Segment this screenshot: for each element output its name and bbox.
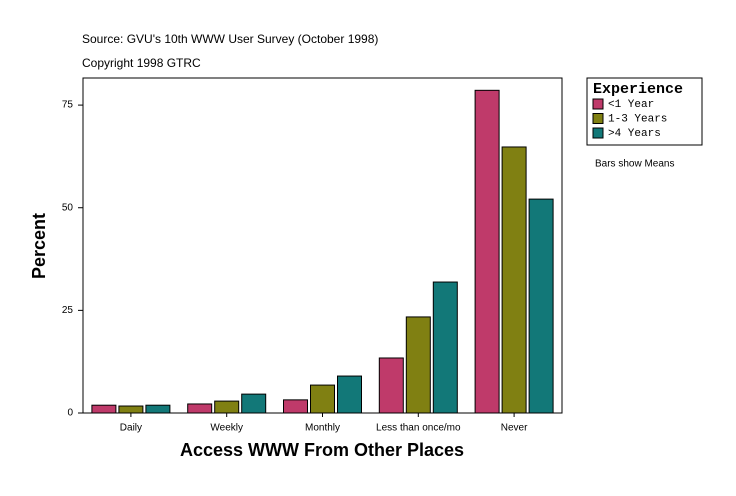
x-tick-label: Monthly	[305, 423, 340, 434]
x-tick-label: Never	[501, 423, 528, 434]
y-tick-label: 75	[62, 100, 74, 111]
bar	[337, 375, 362, 414]
legend-label: <1 Year	[608, 99, 654, 111]
bar	[283, 399, 308, 414]
legend-label: 1-3 Years	[608, 113, 667, 125]
note: Bars show Means	[595, 159, 674, 170]
x-tick-label: Less than once/mo	[376, 423, 461, 434]
x-axis-title: Access WWW From Other Places	[180, 440, 464, 460]
bar	[378, 357, 404, 414]
bar	[214, 400, 240, 414]
x-tick-label: Daily	[120, 423, 142, 434]
legend-label: >4 Years	[608, 128, 661, 140]
bar	[474, 89, 500, 414]
bar	[91, 404, 117, 414]
bar	[187, 403, 213, 414]
y-tick-label: 0	[67, 408, 73, 419]
bar	[528, 198, 554, 414]
y-tick-label: 25	[62, 305, 74, 316]
subtitle: Source: GVU's 10th WWW User Survey (Octo…	[82, 32, 378, 46]
y-axis-title: Percent	[29, 213, 49, 279]
legend-swatch	[592, 113, 604, 124]
legend-swatch	[592, 127, 604, 139]
y-tick-label: 50	[62, 202, 74, 213]
bar	[241, 393, 267, 414]
bar	[310, 384, 335, 414]
x-tick-label: Weekly	[210, 423, 243, 434]
bar	[118, 405, 144, 414]
bar	[405, 316, 431, 414]
bar	[432, 281, 458, 414]
bar	[145, 404, 171, 414]
legend-box	[586, 77, 703, 146]
legend-swatch	[592, 98, 604, 110]
legend-title: Experience	[593, 81, 683, 98]
copyright: Copyright 1998 GTRC	[82, 56, 201, 70]
bar	[501, 146, 527, 414]
